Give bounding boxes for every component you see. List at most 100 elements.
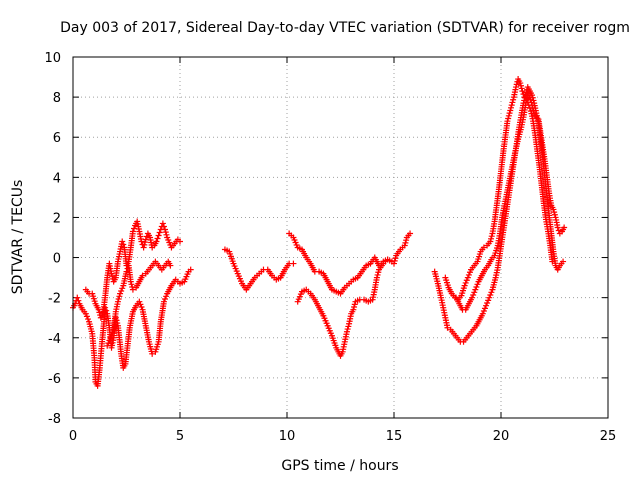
data-point: [136, 298, 143, 305]
data-point: [104, 342, 111, 349]
data-point: [105, 340, 112, 347]
data-point: [155, 232, 162, 239]
data-point: [119, 285, 126, 292]
data-point: [138, 238, 145, 245]
data-point: [120, 241, 127, 248]
data-point: [549, 258, 556, 265]
data-point: [464, 274, 471, 281]
data-point: [488, 235, 495, 242]
data-point: [109, 273, 116, 280]
data-point: [517, 82, 524, 89]
data-point: [154, 235, 161, 242]
data-point: [160, 298, 167, 305]
data-point: [129, 286, 136, 293]
data-point: [139, 272, 146, 279]
data-point: [129, 228, 136, 235]
series-arc-A: [70, 266, 194, 389]
data-point: [159, 220, 166, 227]
data-point: [149, 350, 156, 357]
data-point: [486, 294, 493, 301]
x-tick-label: 0: [69, 429, 77, 444]
data-point: [177, 238, 183, 245]
data-point: [187, 266, 194, 273]
data-point: [561, 224, 568, 231]
data-point: [391, 260, 397, 267]
data-point: [510, 96, 517, 103]
axis-ticks: 0 5 10 15 20 25 -8 -6 -4 -2 0 2 4 6 8 10: [44, 51, 616, 444]
y-tick-label: 10: [44, 51, 61, 66]
y-tick-label: 4: [53, 171, 61, 186]
data-point: [343, 328, 350, 335]
data-point: [461, 282, 468, 289]
data-point: [505, 112, 512, 119]
data-point: [466, 269, 473, 276]
data-point: [487, 291, 494, 298]
data-point: [401, 242, 408, 249]
data-point: [344, 326, 351, 333]
x-tick-label: 5: [176, 429, 184, 444]
data-point: [513, 81, 520, 88]
data-point: [83, 313, 90, 320]
data-point: [163, 231, 170, 238]
data-point: [351, 301, 358, 308]
data-point: [480, 308, 487, 315]
data-point: [107, 334, 114, 341]
data-point: [479, 310, 486, 317]
data-point: [471, 289, 478, 296]
data-point: [162, 296, 169, 303]
data-point: [392, 255, 399, 262]
data-point: [507, 104, 514, 111]
y-tick-label: 2: [53, 211, 61, 226]
data-point: [527, 96, 534, 103]
data-point: [119, 238, 126, 245]
y-axis-label: SDTVAR / TECUs: [10, 180, 26, 295]
data-point: [550, 206, 557, 213]
data-point: [470, 291, 477, 298]
data-point: [505, 115, 512, 122]
x-tick-label: 25: [600, 429, 617, 444]
data-point: [375, 269, 382, 276]
y-tick-label: 0: [53, 252, 61, 267]
data-point: [469, 294, 476, 301]
y-tick-label: -4: [48, 332, 61, 347]
chart-title: Day 003 of 2017, Sidereal Day-to-day VTE…: [60, 20, 630, 36]
data-point: [555, 227, 562, 234]
y-tick-label: -8: [48, 412, 61, 427]
data-point: [374, 271, 381, 278]
data-point: [403, 237, 410, 244]
data-point: [142, 239, 149, 246]
data-point: [488, 289, 495, 296]
data-point: [106, 337, 113, 344]
data-point: [82, 310, 89, 317]
data-point: [162, 226, 169, 233]
data-point: [351, 304, 358, 311]
data-point: [373, 274, 380, 281]
data-point: [160, 223, 167, 230]
grid-lines: [73, 57, 608, 418]
data-point: [529, 102, 536, 109]
data-point: [128, 281, 135, 288]
data-point: [463, 277, 470, 284]
data-point: [162, 229, 169, 236]
data-point: [519, 88, 526, 95]
data-point: [484, 300, 491, 307]
data-point: [74, 294, 81, 301]
y-tick-label: -6: [48, 372, 61, 387]
series-arc-B: [82, 218, 183, 321]
data-point: [507, 107, 514, 114]
data-point: [167, 262, 174, 269]
x-tick-label: 20: [493, 429, 510, 444]
data-point: [526, 94, 533, 101]
data-point: [504, 118, 511, 125]
data-point: [530, 107, 537, 114]
data-point: [163, 293, 170, 300]
data-point: [508, 102, 515, 109]
x-tick-label: 10: [279, 429, 296, 444]
data-point: [153, 238, 160, 245]
data-point: [462, 279, 469, 286]
data-point: [506, 110, 513, 117]
series-arc-H: [442, 76, 556, 303]
data-point: [116, 293, 123, 300]
data-point: [487, 238, 494, 245]
